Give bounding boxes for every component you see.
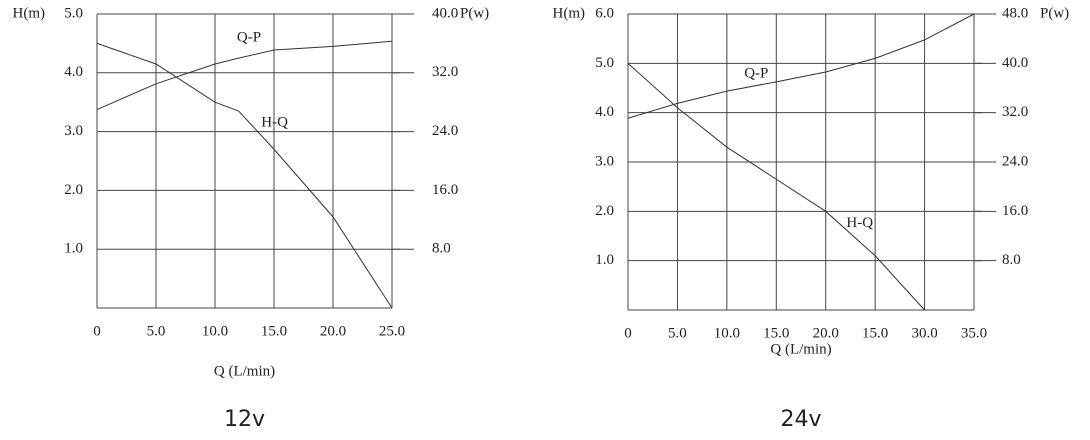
y2-tick-label: 24.0 [432,123,458,139]
series-line [627,13,975,119]
series-line [96,40,393,111]
y-tick-label: 3.0 [64,123,83,139]
x-tick-label: 0 [93,323,101,339]
y-tick-label: 5.0 [64,5,83,21]
chart-caption: 12v [224,407,265,432]
series-label: Q-P [237,29,261,45]
y-tick-label: 2.0 [595,203,614,219]
x-tick-label: 5.0 [147,323,166,339]
y2-tick-label: 40.0 [432,5,458,21]
x-tick-label: 15.0 [763,325,789,341]
y2-tick-label: 32.0 [432,64,458,80]
x-tick-label: 20.0 [320,323,346,339]
y-tick-label: 5.0 [595,55,614,71]
y2-tick-label: 8.0 [1002,252,1021,268]
x-axis-label: Q (L/min) [214,363,275,379]
y-tick-label: 1.0 [595,252,614,268]
x-tick-label: 35.0 [961,325,987,341]
y2-axis-label: P(w) [1040,5,1069,21]
series-label: H-Q [846,215,873,231]
x-tick-label: 15.0 [261,323,287,339]
y-axis-label: H(m) [553,5,586,21]
series-label: Q-P [744,65,768,81]
x-tick-label: 30.0 [911,325,937,341]
x-tick-label: 25.0 [379,323,405,339]
x-tick-label: 15.0 [862,325,888,341]
y2-tick-label: 24.0 [1002,153,1028,169]
x-axis-label: Q (L/min) [770,341,831,357]
y-axis-label: H(m) [13,5,46,21]
y2-tick-label: 16.0 [432,182,458,198]
x-tick-label: 20.0 [813,325,839,341]
y2-tick-label: 16.0 [1002,203,1028,219]
y2-tick-label: 8.0 [432,241,451,257]
series-label: H-Q [261,114,288,130]
y2-tick-label: 48.0 [1002,5,1028,21]
x-tick-label: 0 [624,325,632,341]
x-tick-label: 10.0 [202,323,228,339]
chart-caption: 24v [780,407,821,432]
y2-axis-label: P(w) [460,5,489,21]
y2-tick-label: 32.0 [1002,104,1028,120]
y2-tick-label: 40.0 [1002,55,1028,71]
y-tick-label: 4.0 [64,64,83,80]
y-tick-label: 4.0 [595,104,614,120]
y-tick-label: 6.0 [595,5,614,21]
y-tick-label: 1.0 [64,241,83,257]
series-line [96,42,393,309]
y-tick-label: 2.0 [64,182,83,198]
x-tick-label: 10.0 [714,325,740,341]
series-line [627,62,925,311]
x-tick-label: 5.0 [668,325,687,341]
y-tick-label: 3.0 [595,153,614,169]
